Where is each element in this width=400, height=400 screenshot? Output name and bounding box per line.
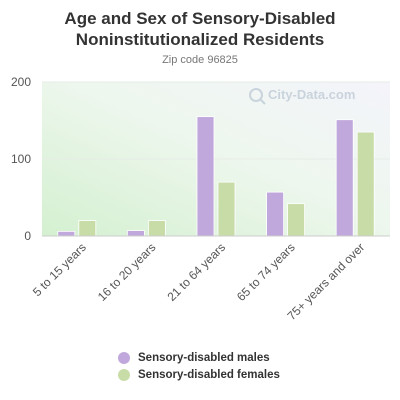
bar-males	[266, 191, 285, 237]
legend-item-males: Sensory-disabled males	[118, 349, 280, 366]
bar-males	[127, 230, 145, 237]
bar-females	[287, 203, 306, 237]
bar-females	[147, 220, 166, 237]
y-tick-label: 0	[24, 229, 31, 243]
watermark-text: City-Data.com	[268, 87, 355, 102]
bar-females	[78, 220, 97, 237]
legend: Sensory-disabled males Sensory-disabled …	[118, 349, 280, 383]
legend-label-females: Sensory-disabled females	[138, 368, 280, 381]
bar-females	[217, 181, 236, 237]
y-tick-label: 200	[11, 75, 31, 89]
y-tick-label: 100	[11, 152, 31, 166]
legend-item-females: Sensory-disabled females	[118, 366, 280, 383]
bar-females	[356, 131, 375, 237]
x-tick-label: 75+ years and over	[285, 240, 368, 323]
legend-swatch-males	[118, 351, 130, 364]
chart-subtitle: Zip code 96825	[162, 54, 238, 66]
chart-title: Age and Sex of Sensory-Disabled Noninsti…	[64, 9, 336, 49]
x-tick-labels: 5 to 15 years 16 to 20 years 21 to 64 year…	[30, 240, 367, 323]
x-tick-label: 5 to 15 years	[30, 240, 89, 299]
x-tick-label: 21 to 64 years	[164, 240, 228, 304]
bar-males	[196, 116, 215, 237]
watermark: City-Data.com	[249, 87, 355, 105]
bar-males	[57, 230, 76, 237]
y-tick-labels: 0 100 200	[11, 75, 31, 243]
bar-males	[335, 119, 354, 237]
legend-swatch-females	[118, 368, 130, 381]
bars	[57, 116, 375, 237]
legend-label-males: Sensory-disabled males	[138, 351, 270, 364]
watermark-icon	[249, 88, 263, 102]
gridlines	[42, 81, 390, 160]
x-tick-label: 65 to 74 years	[234, 240, 298, 304]
x-tick-label: 16 to 20 years	[95, 240, 159, 304]
